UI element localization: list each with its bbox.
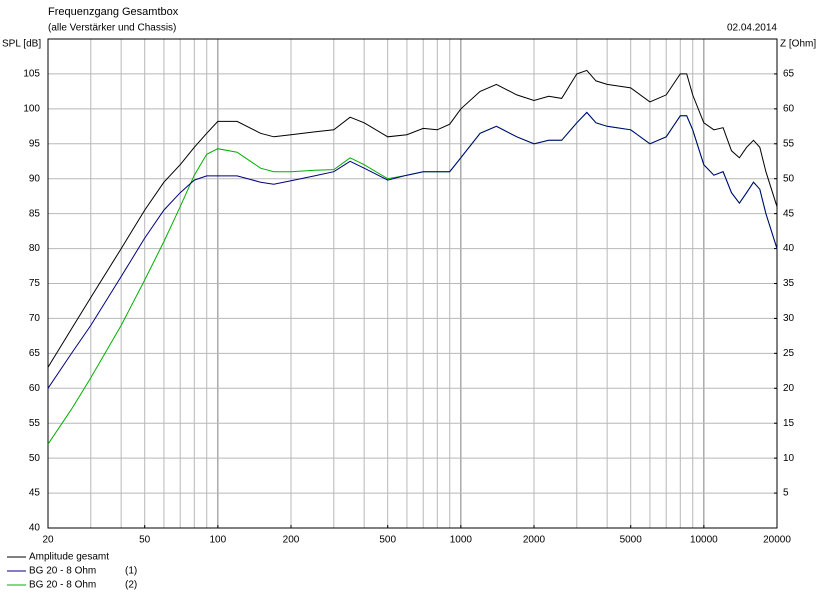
y-tick-label: 75 <box>29 278 41 289</box>
y-tick-label: 105 <box>23 69 40 80</box>
y2-tick-label: 40 <box>783 243 795 254</box>
y2-tick-label: 55 <box>783 138 795 149</box>
y2-tick-label: 35 <box>783 278 795 289</box>
chart-date: 02.04.2014 <box>727 23 777 34</box>
x-tick-label: 50 <box>139 535 151 546</box>
y-tick-label: 85 <box>29 208 41 219</box>
y-tick-label: 90 <box>29 173 41 184</box>
series-line <box>47 111 778 389</box>
y2-tick-label: 50 <box>783 173 795 184</box>
x-tick-label: 20 <box>42 535 54 546</box>
y2-tick-label: 5 <box>783 488 789 499</box>
chart-subtitle: (alle Verstärker und Chassis) <box>48 23 176 34</box>
x-tick-label: 100 <box>210 535 227 546</box>
y-tick-label: 80 <box>29 243 41 254</box>
x-tick-label: 5000 <box>620 535 643 546</box>
legend-channel: (1) <box>125 566 137 577</box>
y-axis-label: SPL [dB] <box>2 39 41 50</box>
x-tick-label: 1000 <box>450 535 473 546</box>
y2-tick-label: 60 <box>783 103 795 114</box>
legend-label: BG 20 - 8 Ohm <box>29 566 96 577</box>
y-tick-label: 40 <box>29 523 41 534</box>
x-tick-label: 200 <box>283 535 300 546</box>
y2-tick-label: 45 <box>783 208 795 219</box>
y-tick-label: 45 <box>29 488 41 499</box>
legend-channel: (2) <box>125 580 137 591</box>
series-line <box>47 69 778 368</box>
y-tick-label: 70 <box>29 313 41 324</box>
x-tick-label: 500 <box>379 535 396 546</box>
y2-tick-label: 25 <box>783 348 795 359</box>
x-tick-label: 2000 <box>523 535 546 546</box>
y-tick-label: 50 <box>29 453 41 464</box>
chart-title: Frequenzgang Gesamtbox <box>48 6 179 18</box>
y-tick-label: 55 <box>29 418 41 429</box>
legend-label: BG 20 - 8 Ohm <box>29 580 96 591</box>
y-tick-label: 95 <box>29 138 41 149</box>
y2-tick-label: 65 <box>783 69 795 80</box>
y-tick-label: 100 <box>23 103 40 114</box>
y-tick-label: 60 <box>29 383 41 394</box>
y-tick-label: 65 <box>29 348 41 359</box>
y2-axis-label: Z [Ohm] <box>780 39 816 50</box>
plot-border <box>47 38 778 529</box>
x-tick-label: 20000 <box>763 535 791 546</box>
x-tick-label: 10000 <box>690 535 718 546</box>
y2-tick-label: 15 <box>783 418 795 429</box>
legend-label: Amplitude gesamt <box>29 552 109 563</box>
y2-tick-label: 30 <box>783 313 795 324</box>
y2-tick-label: 20 <box>783 383 795 394</box>
y2-tick-label: 10 <box>783 453 795 464</box>
